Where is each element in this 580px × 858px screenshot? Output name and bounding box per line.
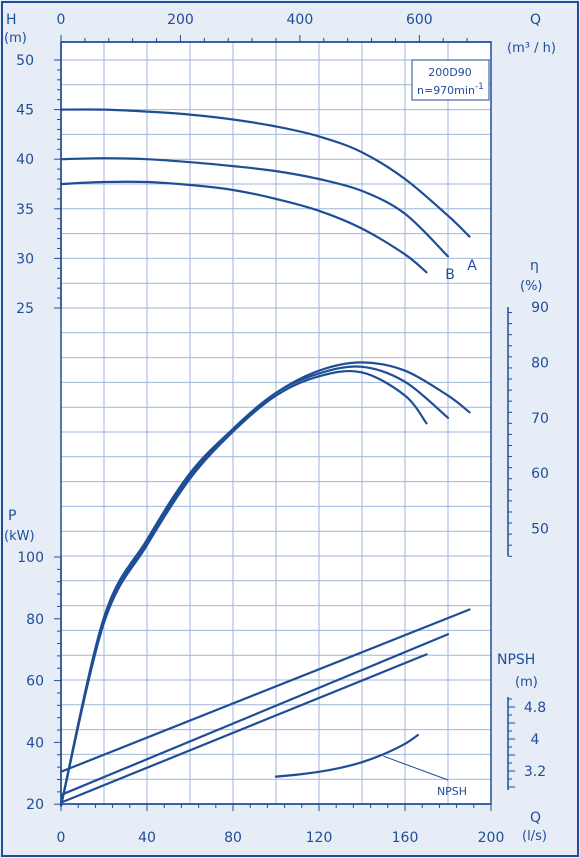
model-name: 200D90 <box>428 66 471 79</box>
series-layer <box>59 108 471 807</box>
npsh-tick-label: 3.2 <box>524 764 546 780</box>
eff-tick-label: 80 <box>531 355 549 371</box>
speed-value: n=970min-1 <box>417 82 484 97</box>
head-tick-label: 35 <box>16 202 34 218</box>
npsh-leader-line <box>383 755 449 781</box>
flow-m3h-tick-label: 0 <box>57 12 66 28</box>
power-curve-7 <box>59 608 471 773</box>
power-axis-label: P <box>8 508 16 524</box>
head-tick-label: 40 <box>16 152 34 168</box>
eff-axis-unit: (%) <box>520 279 543 294</box>
head-curve-2 <box>59 157 450 258</box>
labels-layer: 25 30 35 40 45 50 20 40 60 80 100 50 60 70 80 90 3.2 4 4.8… <box>16 12 549 846</box>
flow-ls-axis-label: Q <box>530 810 541 826</box>
eff-curve-6 <box>59 369 428 807</box>
model-box <box>411 59 490 101</box>
power-tick-label: 60 <box>26 674 44 690</box>
head-curve-3 <box>59 180 428 274</box>
eff-axis-label: η <box>530 258 539 274</box>
head-axis-label: H <box>6 12 17 28</box>
flow-ls-tick-label: 120 <box>306 830 333 846</box>
npsh-axis-unit: (m) <box>515 675 538 690</box>
head-tick-label: 50 <box>16 53 34 69</box>
flow-m3h-axis-unit: (m³ / h) <box>507 41 556 56</box>
power-tick-label: 80 <box>26 612 44 628</box>
head-tick-label: 45 <box>16 103 34 119</box>
flow-ls-tick-label: 160 <box>392 830 419 846</box>
eff-tick-label: 60 <box>531 466 549 482</box>
flow-ls-tick-label: 40 <box>138 830 156 846</box>
flow-m3h-tick-label: 400 <box>287 12 314 28</box>
head-curve-1 <box>59 108 471 238</box>
power-axis-unit: (kW) <box>4 529 35 544</box>
npsh-curve-label: NPSH <box>437 785 467 798</box>
power-curve-9 <box>59 653 428 804</box>
power-curve-8 <box>59 633 450 797</box>
speed-exponent: -1 <box>475 82 484 92</box>
flow-ls-tick-label: 200 <box>478 830 505 846</box>
npsh-tick-label: 4 <box>531 732 540 748</box>
head-tick-label: 25 <box>16 301 34 317</box>
npsh-curve-10 <box>274 733 419 778</box>
flow-ls-tick-label: 80 <box>224 830 242 846</box>
flow-ls-axis-unit: (l/s) <box>522 829 547 844</box>
flow-m3h-axis-label: Q <box>530 12 541 28</box>
axes <box>54 35 515 811</box>
curve-label-b: B <box>445 267 455 283</box>
eff-tick-label: 70 <box>531 411 549 427</box>
flow-ls-tick-label: 0 <box>57 830 66 846</box>
power-tick-label: 20 <box>26 797 44 813</box>
head-axis-unit: (m) <box>4 31 27 46</box>
speed-text: n=970min <box>417 84 475 97</box>
flow-m3h-tick-label: 200 <box>167 12 194 28</box>
npsh-axis-label: NPSH <box>497 652 535 668</box>
npsh-tick-label: 4.8 <box>524 700 546 716</box>
power-tick-label: 100 <box>17 550 44 566</box>
power-tick-label: 40 <box>26 735 44 751</box>
head-tick-label: 30 <box>16 251 34 267</box>
curve-label-a: A <box>467 258 477 274</box>
flow-m3h-tick-label: 600 <box>406 12 433 28</box>
eff-tick-label: 50 <box>531 522 549 538</box>
eff-tick-label: 90 <box>531 300 549 316</box>
